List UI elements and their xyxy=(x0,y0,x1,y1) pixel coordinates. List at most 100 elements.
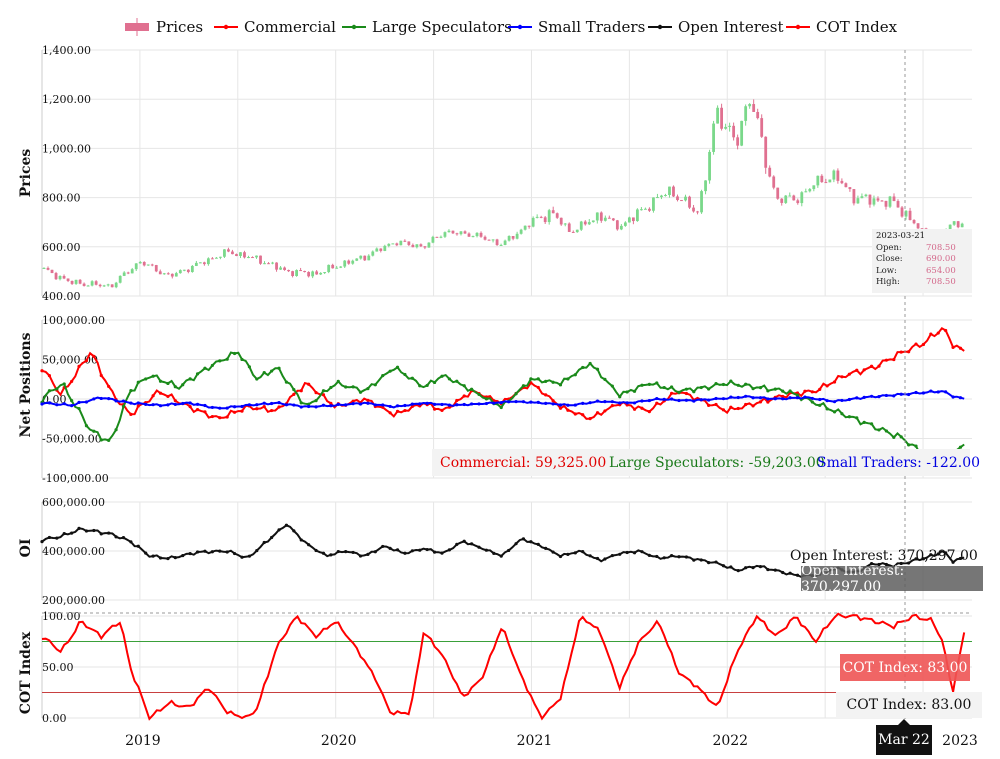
small-traders-point xyxy=(610,400,614,404)
commercial-point xyxy=(536,385,540,390)
small-traders-point xyxy=(655,396,659,401)
large-speculators-point xyxy=(529,377,533,381)
large-speculators-point xyxy=(744,382,748,386)
cot-index-line xyxy=(41,612,966,721)
legend-item-open-interest[interactable]: Open Interest xyxy=(648,18,783,36)
candle-body xyxy=(487,239,491,241)
open-interest-point xyxy=(795,573,800,577)
candle-body xyxy=(696,211,699,213)
small-traders-point xyxy=(195,402,200,406)
small-traders-point xyxy=(77,400,81,405)
candle-body xyxy=(42,267,46,269)
y-tick-label: 400.00 xyxy=(42,290,81,303)
commercial-point xyxy=(462,394,466,398)
legend-item-commercial[interactable]: Commercial xyxy=(214,18,336,36)
open-interest-point xyxy=(899,561,903,566)
candle-body xyxy=(435,236,439,238)
open-interest-point xyxy=(536,542,540,546)
commercial-point xyxy=(107,384,111,389)
candle-body xyxy=(912,220,916,224)
open-interest-point xyxy=(721,564,726,568)
small-traders-point xyxy=(121,399,126,403)
legend-item-prices[interactable]: Prices xyxy=(124,18,203,36)
candle-body xyxy=(94,281,98,285)
large-speculators-point xyxy=(299,401,303,405)
candle-body xyxy=(816,175,820,186)
legend-item-cot-index[interactable]: COT Index xyxy=(786,18,897,36)
candle-body xyxy=(243,252,246,258)
line-icon xyxy=(214,24,238,30)
y-tick-label: 200,000.00 xyxy=(42,594,105,607)
open-interest-point xyxy=(758,565,763,569)
small-traders-point xyxy=(662,397,666,401)
open-interest-point xyxy=(514,542,518,546)
small-traders-point xyxy=(855,396,859,400)
y-tick-label: 600.00 xyxy=(42,241,81,254)
commercial-point xyxy=(581,413,585,417)
large-speculators-point xyxy=(721,382,726,387)
large-speculators-point xyxy=(625,390,629,394)
small-traders-point xyxy=(869,394,874,398)
open-interest-point xyxy=(181,553,185,558)
commercial-point xyxy=(929,332,933,336)
candle-body xyxy=(223,249,226,257)
candle-body xyxy=(387,243,391,246)
open-interest-point xyxy=(121,536,126,540)
large-speculators-point xyxy=(832,410,837,414)
large-speculators-point xyxy=(470,387,474,391)
small-traders-point xyxy=(825,399,829,403)
commercial-point xyxy=(707,403,711,407)
open-interest-point xyxy=(581,550,585,554)
candle-body xyxy=(900,207,904,217)
candle-body xyxy=(299,270,303,272)
large-speculators-point xyxy=(455,379,459,383)
candle-body xyxy=(102,285,106,287)
large-speculators-point xyxy=(270,369,274,373)
y-tick-label: 100,000.00 xyxy=(42,314,105,327)
candle-body xyxy=(431,236,435,243)
open-interest-point xyxy=(744,566,748,570)
open-interest-point xyxy=(929,553,933,557)
open-interest-point xyxy=(773,568,777,572)
large-speculators-point xyxy=(99,438,103,442)
open-interest-point xyxy=(321,551,326,555)
candle-body xyxy=(804,191,808,193)
open-interest-point xyxy=(151,554,155,558)
candle-body xyxy=(211,258,214,260)
small-traders-point xyxy=(173,402,177,406)
open-interest-point xyxy=(632,551,637,555)
commercial-point xyxy=(166,394,170,399)
small-traders-point xyxy=(129,401,133,405)
candle-body xyxy=(134,263,138,270)
candle-body xyxy=(138,261,142,264)
large-speculators-point xyxy=(181,383,185,387)
open-interest-point xyxy=(707,560,711,565)
small-traders-point xyxy=(921,391,926,395)
large-speculators-point xyxy=(195,372,200,376)
commercial-point xyxy=(884,358,888,362)
y-tick-label: -100,000.00 xyxy=(42,472,109,485)
commercial-point xyxy=(225,415,229,419)
candle-body xyxy=(660,195,663,198)
small-traders-point xyxy=(47,401,52,405)
open-interest-point xyxy=(351,550,355,555)
legend-item-small-traders[interactable]: Small Traders xyxy=(508,18,645,36)
open-interest-point xyxy=(373,550,377,554)
commercial-point xyxy=(403,408,407,413)
large-speculators-point xyxy=(432,380,437,385)
small-traders-point xyxy=(936,390,940,394)
large-speculators-point xyxy=(188,377,192,381)
open-interest-point xyxy=(914,557,918,561)
candle-body xyxy=(776,187,780,199)
candle-body xyxy=(158,271,162,275)
legend-item-large-speculators[interactable]: Large Speculators xyxy=(342,18,512,36)
commercial-point xyxy=(958,346,963,350)
y-tick-label: 0.00 xyxy=(42,712,67,725)
small-traders-point xyxy=(84,400,89,404)
candle-body xyxy=(640,209,643,211)
small-traders-point xyxy=(210,405,214,410)
commercial-readout: Commercial: 59,325.00 xyxy=(440,454,607,471)
small-traders-point xyxy=(299,405,303,409)
large-speculators-point xyxy=(588,361,592,366)
